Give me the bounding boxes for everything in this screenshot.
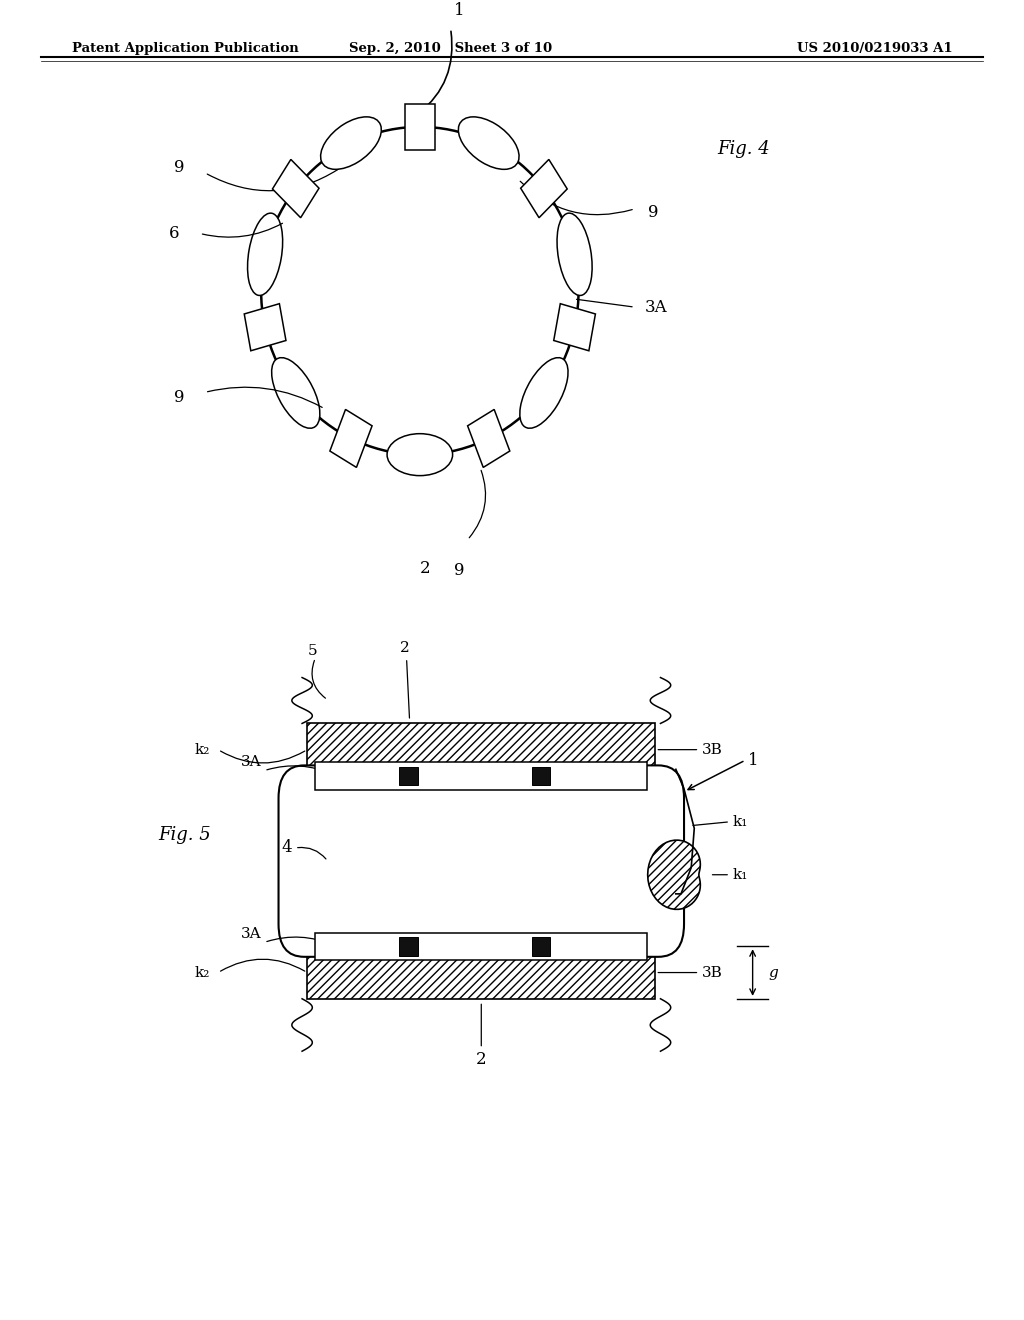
Polygon shape xyxy=(272,160,319,218)
Ellipse shape xyxy=(459,117,519,169)
Text: 1: 1 xyxy=(748,751,758,768)
Polygon shape xyxy=(531,767,550,785)
Text: 2: 2 xyxy=(420,560,430,577)
Polygon shape xyxy=(399,767,418,785)
Polygon shape xyxy=(245,304,286,351)
Text: k₂: k₂ xyxy=(195,965,210,979)
Text: 3B: 3B xyxy=(701,743,722,756)
Text: Sep. 2, 2010   Sheet 3 of 10: Sep. 2, 2010 Sheet 3 of 10 xyxy=(349,42,552,54)
Text: 3A: 3A xyxy=(241,755,261,770)
Polygon shape xyxy=(315,932,647,960)
Polygon shape xyxy=(554,304,595,351)
Polygon shape xyxy=(406,104,434,150)
Ellipse shape xyxy=(387,434,453,475)
Text: 3A: 3A xyxy=(645,298,668,315)
Polygon shape xyxy=(468,409,510,467)
Text: 9: 9 xyxy=(648,203,658,220)
Text: k₂: k₂ xyxy=(195,743,210,756)
Text: 1: 1 xyxy=(454,3,464,20)
Polygon shape xyxy=(307,723,655,776)
Text: 4: 4 xyxy=(282,840,292,857)
Text: 9: 9 xyxy=(455,562,465,579)
Text: k₁: k₁ xyxy=(732,814,748,829)
Text: 5: 5 xyxy=(307,644,317,657)
Text: 2: 2 xyxy=(399,642,410,655)
Polygon shape xyxy=(399,937,418,956)
Ellipse shape xyxy=(520,358,568,428)
Polygon shape xyxy=(307,946,655,999)
Text: 9: 9 xyxy=(174,389,184,405)
Text: 2: 2 xyxy=(476,1051,486,1068)
Text: Fig. 4: Fig. 4 xyxy=(717,140,770,158)
Ellipse shape xyxy=(557,213,592,296)
Text: 3A: 3A xyxy=(241,927,261,941)
Polygon shape xyxy=(531,937,550,956)
FancyBboxPatch shape xyxy=(279,766,684,957)
Text: g: g xyxy=(768,965,778,979)
Polygon shape xyxy=(330,409,372,467)
Text: k₁: k₁ xyxy=(732,867,748,882)
Text: US 2010/0219033 A1: US 2010/0219033 A1 xyxy=(797,42,952,54)
Text: Patent Application Publication: Patent Application Publication xyxy=(72,42,298,54)
Ellipse shape xyxy=(248,213,283,296)
Text: 9: 9 xyxy=(174,160,184,177)
Text: 6: 6 xyxy=(169,224,179,242)
Polygon shape xyxy=(648,840,700,909)
Ellipse shape xyxy=(321,117,381,169)
Text: Fig. 5: Fig. 5 xyxy=(159,826,212,843)
Polygon shape xyxy=(315,762,647,789)
Text: 3B: 3B xyxy=(701,965,722,979)
Ellipse shape xyxy=(271,358,319,428)
Polygon shape xyxy=(520,160,567,218)
